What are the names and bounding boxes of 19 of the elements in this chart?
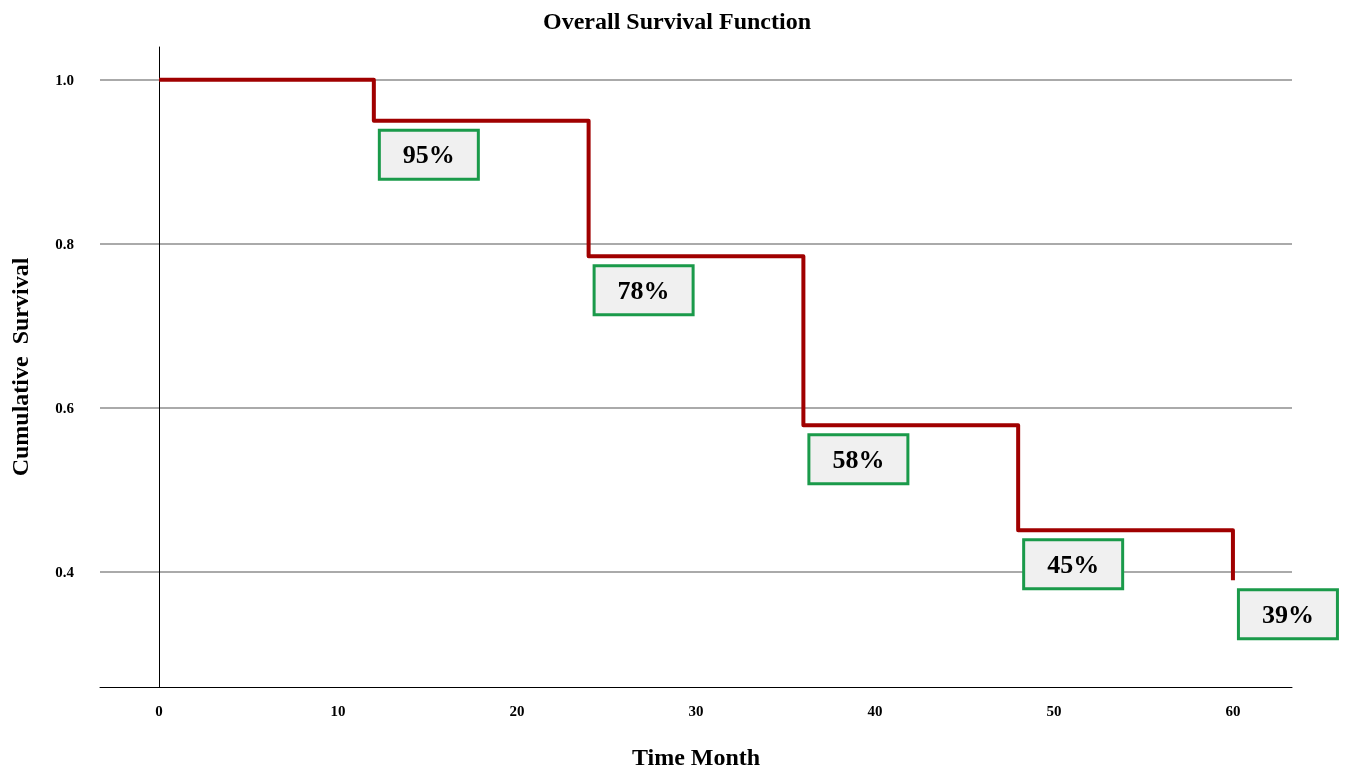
y-axis-title: Cumulative Survival [7,257,33,477]
data-label: 45% [1047,549,1100,579]
x-axis-title: Time Month [631,744,761,770]
y-tick-label: 0.6 [55,400,75,417]
x-tick-label: 0 [155,702,163,719]
data-label: 95% [402,140,455,170]
y-tick-label: 0.8 [55,235,74,252]
chart-title: Overall Survival Function [542,8,812,34]
x-tick-label: 60 [1225,702,1241,719]
data-label: 78% [617,275,670,305]
data-label: 58% [832,444,885,474]
x-tick-label: 10 [330,702,346,719]
x-tick-label: 30 [688,702,704,719]
x-tick-label: 40 [867,702,883,719]
x-tick-label: 50 [1046,702,1062,719]
y-tick-label: 1.0 [55,71,74,88]
x-tick-label: 20 [509,702,525,719]
data-label: 39% [1261,599,1314,629]
y-tick-label: 0.4 [55,564,75,581]
